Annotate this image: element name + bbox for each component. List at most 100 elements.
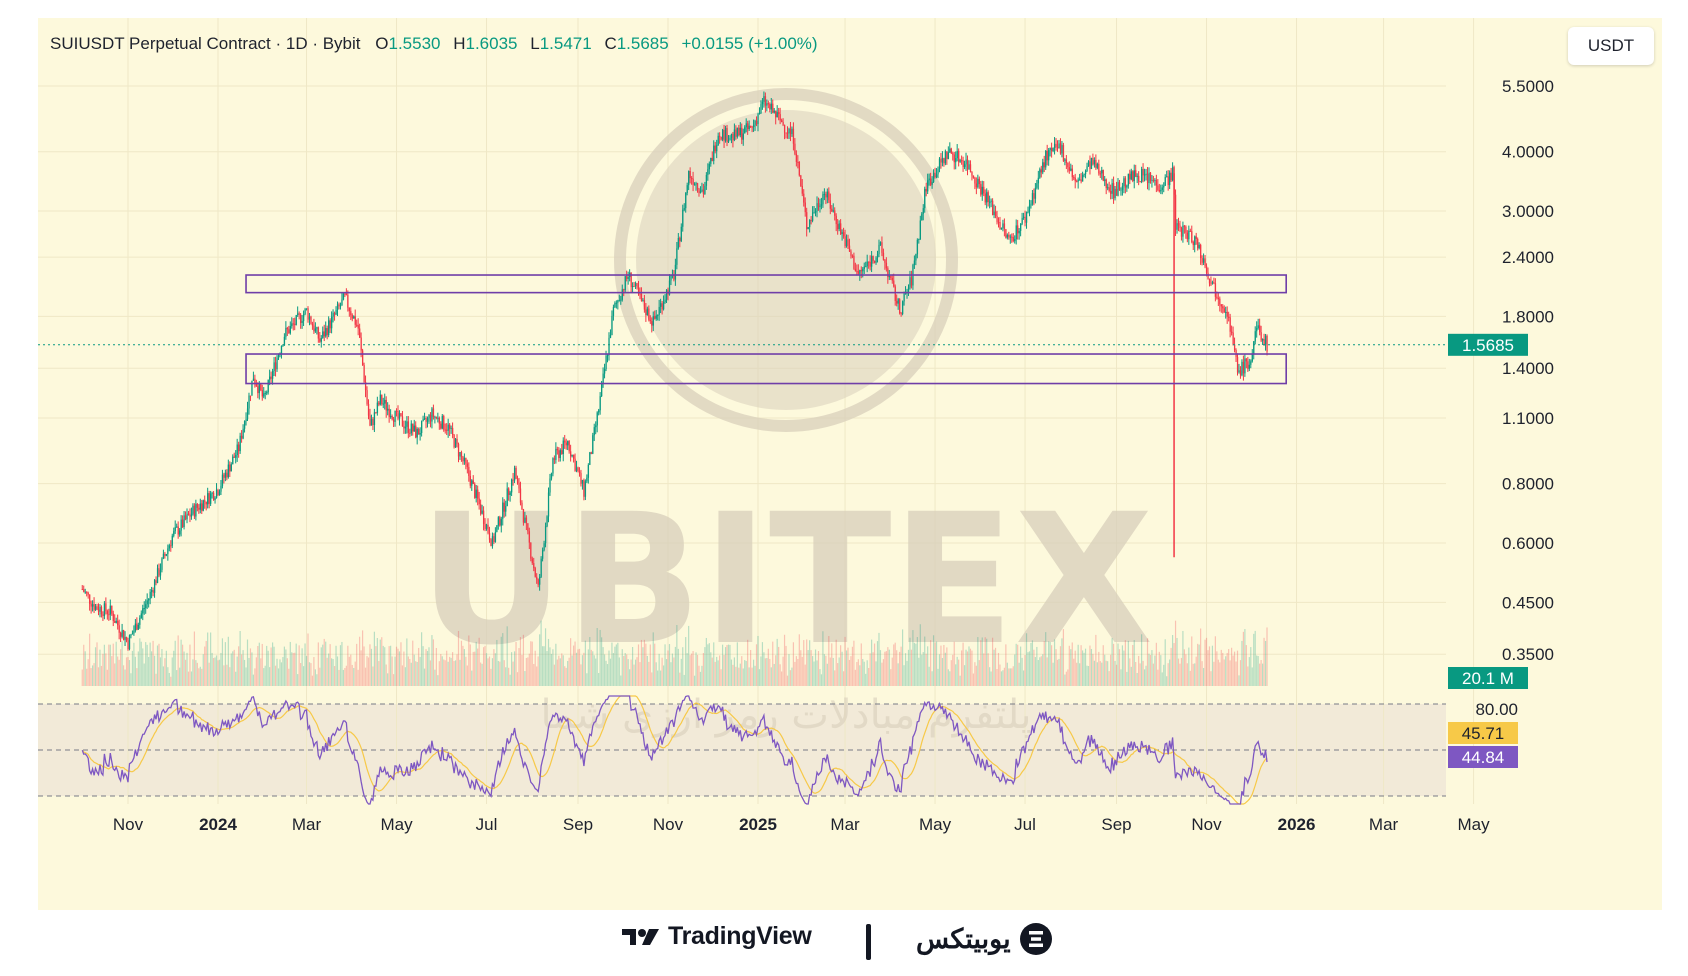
candle-body xyxy=(462,456,464,462)
volume-bar xyxy=(968,646,970,686)
volume-bar xyxy=(1117,643,1119,686)
x-tick-label: Mar xyxy=(1369,815,1399,834)
volume-bar xyxy=(837,663,839,686)
volume-bar xyxy=(571,655,573,686)
volume-bar xyxy=(1126,671,1128,686)
candle-body xyxy=(87,592,89,595)
volume-bar xyxy=(587,649,589,686)
volume-bar xyxy=(140,641,142,686)
candle-body xyxy=(890,275,892,278)
candle-body xyxy=(558,450,560,458)
volume-bar xyxy=(117,656,119,686)
volume-bar xyxy=(518,648,520,686)
volume-bar xyxy=(552,649,554,686)
candle-body xyxy=(192,505,194,514)
candle-body xyxy=(829,200,831,209)
candle-body xyxy=(537,579,539,585)
candle-body xyxy=(319,338,321,342)
volume-bar xyxy=(121,641,123,686)
volume-bar xyxy=(304,643,306,686)
candle-body xyxy=(934,172,936,178)
volume-bar xyxy=(482,647,485,686)
volume-bar xyxy=(714,661,716,686)
volume-bar xyxy=(572,645,575,686)
volume-bar xyxy=(345,665,347,686)
candle-body xyxy=(1033,193,1035,199)
volume-bar xyxy=(341,641,343,686)
candle-body xyxy=(466,463,469,467)
candle-body xyxy=(707,169,709,175)
candle-body xyxy=(956,150,958,159)
volume-bar xyxy=(528,653,530,686)
candle-body xyxy=(562,440,564,454)
volume-bar xyxy=(601,637,603,686)
candle-body xyxy=(679,238,681,242)
volume-bar xyxy=(882,659,885,686)
volume-bar xyxy=(752,659,755,686)
candle-body xyxy=(1179,225,1181,228)
volume-bar xyxy=(1056,659,1059,686)
volume-bar xyxy=(530,641,532,686)
candle-body xyxy=(1068,167,1071,171)
volume-bar xyxy=(938,654,941,686)
volume-bar xyxy=(263,668,265,686)
volume-bar xyxy=(1173,643,1175,686)
candle-body xyxy=(361,350,364,366)
candle-body xyxy=(726,128,728,143)
x-tick-label: Sep xyxy=(1101,815,1131,834)
volume-bar xyxy=(274,665,277,686)
candle-body xyxy=(587,464,590,478)
candle-body xyxy=(229,464,231,472)
candle-body xyxy=(261,390,263,397)
candle-body xyxy=(404,426,407,429)
volume-bar xyxy=(543,646,545,686)
candle-body xyxy=(102,614,104,617)
volume-bar xyxy=(382,645,384,686)
candle-body xyxy=(717,135,719,146)
volume-bar xyxy=(1046,657,1048,686)
volume-bar xyxy=(298,645,300,686)
volume-bar xyxy=(561,653,563,686)
volume-bar xyxy=(655,662,657,686)
volume-bar xyxy=(989,667,991,686)
candle-body xyxy=(742,133,744,140)
candle-body xyxy=(1169,172,1171,186)
open-label: O xyxy=(375,34,389,53)
volume-bar xyxy=(239,630,241,686)
candle-body xyxy=(860,270,862,272)
volume-bar xyxy=(856,662,858,686)
volume-bar xyxy=(1242,631,1245,686)
candle-body xyxy=(354,316,356,325)
volume-bar xyxy=(747,639,749,686)
candle-body xyxy=(1145,173,1147,175)
candle-body xyxy=(695,183,697,185)
volume-bar xyxy=(773,663,775,686)
volume-bar xyxy=(344,668,346,686)
candle-body xyxy=(646,308,649,316)
candle-body xyxy=(211,492,213,494)
volume-bar xyxy=(949,671,951,686)
candle-body xyxy=(356,324,358,326)
candle-body xyxy=(596,412,598,426)
candle-body xyxy=(1211,282,1214,284)
candle-body xyxy=(151,590,153,592)
volume-bar xyxy=(440,654,442,686)
candle-body xyxy=(961,160,963,162)
candle-body xyxy=(264,392,266,394)
volume-bar xyxy=(474,651,476,686)
volume-bar xyxy=(397,648,399,686)
candle-body xyxy=(382,403,384,405)
volume-bar xyxy=(229,667,231,686)
volume-bar xyxy=(934,642,936,686)
volume-bar xyxy=(218,659,221,686)
candle-body xyxy=(865,266,867,268)
volume-bar xyxy=(1232,655,1234,686)
chart-container[interactable]: UBITEX پلتفرم مبادلات رمز ارزی شما 5.5000… xyxy=(38,18,1662,910)
candle-body xyxy=(105,603,107,612)
candle-body xyxy=(944,151,947,164)
candle-body xyxy=(599,396,601,411)
candle-body xyxy=(1012,237,1014,242)
candle-body xyxy=(618,300,621,302)
currency-button[interactable]: USDT xyxy=(1568,27,1654,65)
